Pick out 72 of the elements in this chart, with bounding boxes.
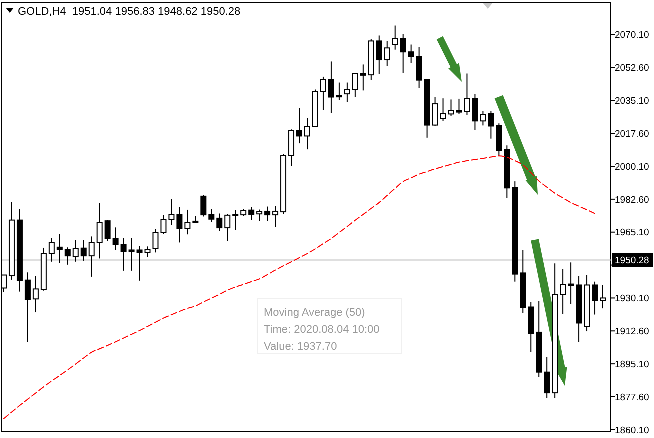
candlestick [376,35,382,75]
candlestick [360,64,366,92]
candlestick [416,46,422,89]
candlestick [32,276,39,314]
candlestick [96,202,103,260]
candlestick [336,82,342,101]
candlestick [392,25,398,50]
candlestick [408,44,414,64]
y-tick-label: 1982.60 [615,194,650,206]
candlestick [296,108,303,144]
candlestick [224,214,231,242]
candlestick [104,220,111,242]
candlestick [48,238,55,262]
candlestick [544,356,550,399]
candlestick [488,110,494,140]
annotation: Value: 1937.70 [264,341,338,353]
candlestick [272,206,279,228]
annotation: Time: 2020.08.04 10:00 [264,324,380,336]
candlestick [160,214,167,235]
candlestick [232,210,239,231]
candlestick [320,76,326,111]
candlestick [464,73,470,116]
candlestick [328,61,334,114]
y-tick-label: 2070.10 [615,30,650,42]
candlestick [88,236,95,278]
candlestick [568,262,574,305]
candlestick [184,209,191,236]
y-tick-label: 1877.60 [615,392,650,404]
candlestick [304,118,310,150]
y-tick-label: 1965.10 [615,228,650,239]
y-tick-label: 2017.60 [615,128,650,140]
candlestick [264,206,271,222]
candlestick [600,284,606,310]
chart-title: GOLD,H4 1951.04 1956.83 1948.62 1950.28 [18,6,241,18]
candlestick [248,206,255,221]
candlestick [432,96,438,127]
candlestick [24,272,31,343]
candlestick [480,110,486,126]
ref-line-label: 1950.28 [615,256,650,267]
y-tick-label: 2052.60 [615,63,650,74]
candlestick [200,194,207,218]
candlestick [472,94,478,131]
candlestick [592,281,598,316]
candlestick [384,40,390,67]
candlestick [56,234,63,264]
line-series [3,156,596,420]
candlestick [208,208,215,223]
y-tick-label: 1895.10 [615,359,650,370]
candlestick [64,247,71,266]
candlestick [144,246,151,258]
candlestick [120,238,127,272]
candlestick [72,240,79,262]
candlestick [80,240,87,262]
y-tick-label: 1930.10 [615,294,650,305]
y-tick-label: 2000.10 [615,162,650,173]
candlestick [440,98,446,122]
candlestick [176,206,183,244]
candlestick [256,209,263,222]
y-tick-label: 2035.10 [615,96,650,107]
candlestick [136,246,143,282]
candlestick [560,268,566,315]
candlestick [128,238,135,272]
candlestick [344,82,350,103]
candlestick [352,73,358,98]
y-tick-label: 1860.10 [615,425,650,436]
candlestick [216,213,223,232]
candlestick [168,198,175,226]
candlestick [400,34,406,74]
annotation: Moving Average (50) [264,307,366,319]
candlestick [112,227,119,251]
y-tick-label: 1912.60 [615,326,650,338]
candlestick [152,228,159,254]
